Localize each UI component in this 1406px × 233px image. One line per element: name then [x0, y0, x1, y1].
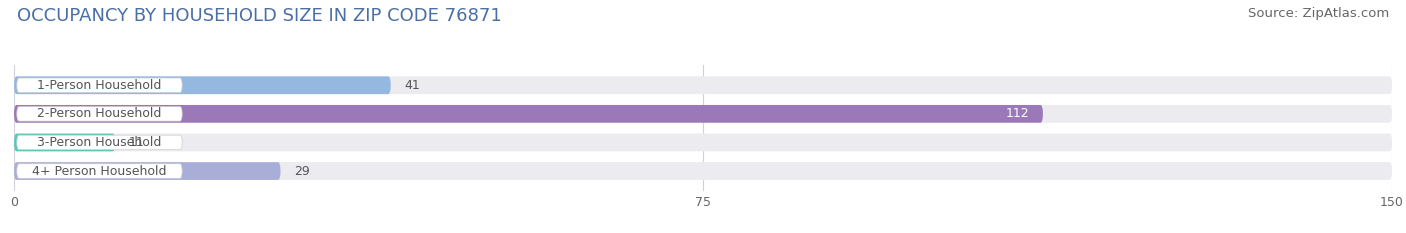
FancyBboxPatch shape	[14, 105, 1392, 123]
FancyBboxPatch shape	[14, 76, 1392, 94]
Text: Source: ZipAtlas.com: Source: ZipAtlas.com	[1249, 7, 1389, 20]
Text: 41: 41	[405, 79, 420, 92]
FancyBboxPatch shape	[17, 78, 183, 93]
Text: 29: 29	[294, 164, 309, 178]
Text: 11: 11	[129, 136, 145, 149]
Text: 2-Person Household: 2-Person Household	[38, 107, 162, 120]
FancyBboxPatch shape	[17, 135, 183, 150]
Text: OCCUPANCY BY HOUSEHOLD SIZE IN ZIP CODE 76871: OCCUPANCY BY HOUSEHOLD SIZE IN ZIP CODE …	[17, 7, 502, 25]
Text: 112: 112	[1005, 107, 1029, 120]
Text: 4+ Person Household: 4+ Person Household	[32, 164, 167, 178]
FancyBboxPatch shape	[14, 105, 1043, 123]
FancyBboxPatch shape	[17, 106, 183, 121]
FancyBboxPatch shape	[14, 134, 1392, 151]
FancyBboxPatch shape	[17, 164, 183, 178]
FancyBboxPatch shape	[14, 134, 115, 151]
Text: 1-Person Household: 1-Person Household	[38, 79, 162, 92]
Text: 3-Person Household: 3-Person Household	[38, 136, 162, 149]
FancyBboxPatch shape	[14, 162, 280, 180]
FancyBboxPatch shape	[14, 162, 1392, 180]
FancyBboxPatch shape	[14, 76, 391, 94]
